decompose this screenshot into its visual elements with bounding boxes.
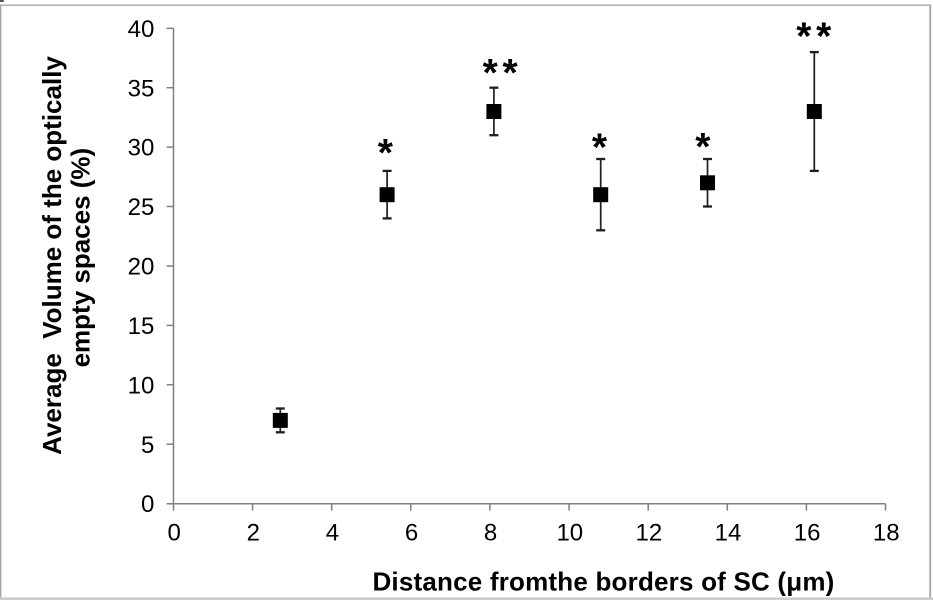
svg-text:25: 25 [128, 194, 155, 221]
svg-text:12: 12 [636, 519, 663, 546]
svg-text:4: 4 [326, 519, 339, 546]
svg-text:2: 2 [247, 519, 260, 546]
svg-text:18: 18 [873, 519, 900, 546]
svg-text:Distance fromthe borders of SC: Distance fromthe borders of SC (μm) [372, 567, 834, 597]
svg-text:10: 10 [128, 372, 155, 399]
svg-text:30: 30 [128, 135, 155, 162]
svg-text:5: 5 [141, 432, 154, 459]
svg-text:14: 14 [715, 519, 742, 546]
svg-text:6: 6 [405, 519, 418, 546]
svg-text:35: 35 [128, 75, 155, 102]
svg-text:**: ** [483, 52, 523, 95]
svg-text:Average Volume of the optical: Average Volume of the optically [37, 56, 67, 455]
svg-text:10: 10 [556, 519, 583, 546]
svg-text:*: * [592, 127, 608, 170]
svg-text:0: 0 [141, 491, 154, 518]
svg-text:20: 20 [128, 254, 155, 281]
svg-text:0: 0 [168, 519, 181, 546]
svg-text:empty spaces (%): empty spaces (%) [66, 148, 96, 368]
svg-text:*: * [695, 126, 711, 169]
svg-text:8: 8 [484, 519, 497, 546]
svg-text:**: ** [796, 15, 836, 58]
svg-text:16: 16 [794, 519, 821, 546]
svg-text:40: 40 [128, 16, 155, 43]
svg-text:15: 15 [128, 313, 155, 340]
svg-text:*: * [378, 132, 394, 175]
